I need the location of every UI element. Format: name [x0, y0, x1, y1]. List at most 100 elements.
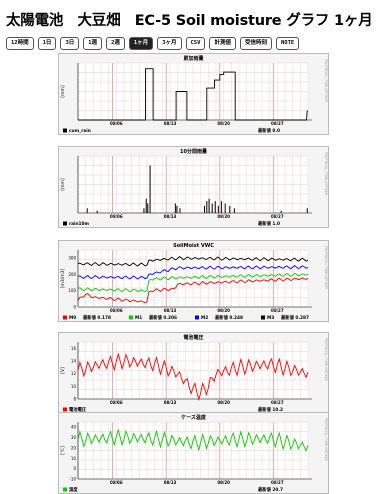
series-line	[77, 256, 309, 267]
bar	[229, 205, 231, 213]
y-tick-label: 14	[71, 359, 77, 364]
legend-swatch	[63, 221, 67, 226]
series-line	[77, 352, 309, 402]
side-label: PROTOCOL / TOBI OETIKER	[324, 418, 328, 462]
bar	[206, 201, 208, 213]
chart-battery-voltage: 電池電圧 PROTOCOL / TOBI OETIKER [V] 08/06 08/13…	[58, 332, 329, 414]
y-tick-label: 10	[71, 456, 77, 461]
x-tick-label: 08/20	[217, 400, 230, 405]
x-tick-label: 08/06	[110, 308, 123, 313]
range-button-6[interactable]: 3ヶ月	[157, 37, 182, 50]
x-tick-label: 08/06	[110, 480, 123, 485]
range-button-8[interactable]: 計測値	[209, 37, 236, 50]
bar	[143, 208, 145, 213]
x-tick-label: 08/20	[217, 121, 230, 126]
range-button-3[interactable]: 1週	[83, 37, 103, 50]
chart-case-temperature: ケース温度 PROTOCOL / TOBI OETIKER [℃] 08/06 08/1…	[58, 412, 329, 494]
x-tick-label: 08/13	[164, 121, 177, 126]
bar	[204, 205, 205, 213]
legend-swatch	[63, 128, 67, 133]
x-tick-label: 08/20	[217, 308, 230, 313]
legend-swatch	[195, 315, 199, 320]
bar	[174, 203, 176, 213]
y-tick-label: 8	[73, 397, 76, 402]
range-button-7[interactable]: CSV	[185, 37, 206, 50]
range-button-10[interactable]: NOTE	[275, 37, 300, 50]
chart-rain-10min: 10分間雨量 PROTOCOL / TOBI OETIKER [mm] 08/06 08…	[58, 146, 329, 228]
y-axis-label: [m3/m3]	[60, 269, 66, 289]
range-button-0[interactable]: 12時間	[6, 37, 34, 50]
bar	[145, 198, 147, 213]
series-line	[77, 428, 309, 452]
legend-label: 温度	[69, 486, 78, 493]
legend-label: cum_rain	[69, 128, 91, 134]
bar	[86, 208, 88, 213]
legend-value: 最新値 0.178	[83, 314, 111, 321]
legend-label: 電池電圧	[69, 406, 87, 413]
y-tick-label: 200	[68, 272, 76, 277]
y-tick-label: 20	[71, 445, 77, 450]
range-button-2[interactable]: 3日	[60, 37, 80, 50]
x-tick-label: 08/20	[217, 480, 230, 485]
legend-swatch	[129, 315, 133, 320]
y-tick-label: 300	[68, 256, 76, 261]
series-line	[77, 277, 309, 304]
y-tick-label: 12	[71, 371, 77, 376]
x-tick-label: 08/27	[271, 121, 284, 126]
range-button-4[interactable]: 2週	[106, 37, 125, 50]
y-axis-label: [mm]	[60, 178, 66, 191]
series-line	[77, 272, 309, 293]
bar	[211, 203, 213, 213]
range-button-5[interactable]: 1ヶ月	[128, 37, 154, 50]
side-label: PROTOCOL / TOBI OETIKER	[324, 246, 328, 290]
x-tick-label: 08/27	[271, 400, 284, 405]
bar	[233, 208, 235, 213]
x-tick-label: 08/13	[164, 214, 177, 219]
y-tick-label: 10	[71, 384, 77, 389]
y-tick-label: 40	[71, 425, 77, 430]
bar	[208, 198, 210, 213]
chart-title: 累加雨量	[183, 55, 203, 62]
legend-swatch	[63, 487, 67, 492]
bar	[220, 201, 222, 213]
y-tick-label: 0	[73, 305, 76, 310]
series-line	[77, 265, 309, 280]
chart-title: 電池電圧	[183, 334, 203, 341]
y-tick-label: 30	[71, 435, 77, 440]
toolbar: 12時間 1日 3日 1週 2週 1ヶ月 3ヶ月 CSV 計測値 受信時刻 NOTE	[6, 37, 300, 50]
side-label: PROTOCOL / TOBI OETIKER	[324, 338, 328, 382]
legend-label: M0	[69, 315, 76, 321]
x-tick-label: 08/27	[271, 480, 284, 485]
legend-value: 最新値 0.248	[215, 314, 243, 321]
legend-label: rain10m	[69, 221, 90, 227]
legend-label: M2	[201, 315, 208, 321]
x-tick-label: 08/06	[110, 121, 123, 126]
bar	[224, 203, 226, 213]
bar	[280, 210, 282, 213]
legend-swatch	[63, 315, 67, 320]
series-line	[78, 68, 308, 121]
legend-value: 最新値 10.2	[258, 406, 283, 413]
bar	[306, 208, 308, 213]
bar	[217, 205, 219, 213]
y-tick-label: -10	[69, 477, 76, 482]
range-button-1[interactable]: 1日	[37, 37, 57, 50]
bar	[176, 205, 178, 213]
bar	[147, 203, 149, 213]
chart-cum-rain: 累加雨量 PROTOCOL / TOBI OETIKER [mm] 08/06 08/1…	[58, 53, 329, 135]
x-tick-label: 08/20	[217, 214, 230, 219]
x-tick-label: 08/13	[164, 400, 177, 405]
side-label: PROTOCOL / TOBI OETIKER	[324, 152, 328, 196]
legend-value: 最新値 20.7	[258, 486, 283, 493]
range-button-9[interactable]: 受信時刻	[239, 37, 272, 50]
legend-swatch	[261, 315, 265, 320]
x-tick-label: 08/27	[271, 308, 284, 313]
y-tick-label: 0	[73, 466, 76, 471]
bar	[214, 201, 216, 213]
bar	[96, 210, 98, 213]
bar	[149, 165, 151, 213]
y-axis-label: [V]	[60, 367, 66, 374]
chart-title: SoilMoist VWC	[173, 243, 214, 249]
x-tick-label: 08/06	[110, 400, 123, 405]
legend-value: 最新値 0.206	[149, 314, 177, 321]
